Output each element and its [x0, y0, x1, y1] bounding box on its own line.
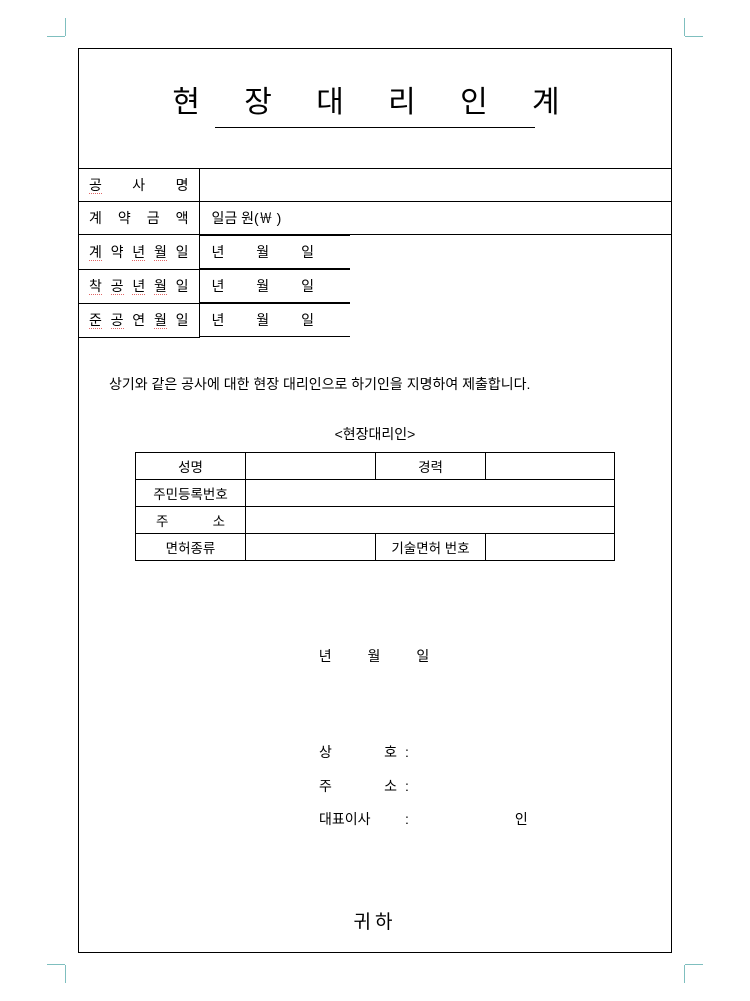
- start-date-value: 년 월 일: [200, 269, 350, 303]
- agent-table: 성명 경력 주민등록번호 주 소 면허종류 기술면허 번호: [135, 452, 615, 561]
- crop-mark: [65, 18, 66, 36]
- agent-license-no-label: 기술면허 번호: [376, 534, 486, 561]
- agent-row-name: 성명 경력: [136, 453, 615, 480]
- date-month: 월: [368, 648, 383, 664]
- day-label: 일: [301, 278, 314, 294]
- day-label: 일: [301, 312, 314, 328]
- company-ceo-label: 대표이사: [319, 803, 399, 837]
- agent-address-value: [246, 507, 615, 534]
- month-label: 월: [256, 278, 269, 294]
- colon: :: [405, 803, 409, 837]
- agent-heading: <현장대리인>: [79, 424, 671, 444]
- completion-date-label: 준 공 연 월 일: [79, 303, 199, 337]
- agent-rrn-value: [246, 480, 615, 507]
- year-label: 년: [212, 244, 225, 260]
- statement-text: 상기와 같은 공사에 대한 현장 대리인으로 하기인을 지명하여 제출합니다.: [109, 373, 651, 397]
- crop-mark: [684, 965, 685, 983]
- agent-row-address: 주 소: [136, 507, 615, 534]
- company-address-row: 주 소 :: [319, 770, 671, 804]
- date-year: 년: [319, 648, 334, 664]
- closing-text: 귀하: [79, 907, 671, 934]
- agent-row-rrn: 주민등록번호: [136, 480, 615, 507]
- agent-career-value: [486, 453, 615, 480]
- completion-date-value: 년 월 일: [200, 303, 350, 337]
- year-label: 년: [212, 312, 225, 328]
- info-row-contract-amount: 계 약 금 액 일금 원(￦ ): [79, 202, 671, 235]
- agent-rrn-label: 주민등록번호: [136, 480, 246, 507]
- month-label: 월: [256, 244, 269, 260]
- agent-license-no-value: [486, 534, 615, 561]
- crop-mark: [685, 964, 703, 965]
- agent-row-license: 면허종류 기술면허 번호: [136, 534, 615, 561]
- month-label: 월: [256, 312, 269, 328]
- crop-mark: [65, 965, 66, 983]
- company-block: 상 호 : 주 소 : 대표이사 : 인: [319, 736, 671, 837]
- agent-career-label: 경력: [376, 453, 486, 480]
- company-name-label: 상 호: [319, 736, 399, 770]
- info-table: 공 사 명 계 약 금 액 일금 원(￦ ) 계 약 년 월 일 년 월 일: [79, 168, 671, 338]
- info-row-project-name: 공 사 명: [79, 169, 671, 202]
- agent-address-label: 주 소: [136, 507, 246, 534]
- start-date-label: 착 공 년 월 일: [79, 269, 199, 303]
- contract-amount-label: 계 약 금 액: [79, 202, 199, 235]
- title-underline: [215, 127, 535, 128]
- date-line: 년 월 일: [79, 646, 671, 666]
- project-name-value: [199, 169, 671, 202]
- agent-license-type-value: [246, 534, 376, 561]
- year-label: 년: [212, 278, 225, 294]
- info-row-contract-date: 계 약 년 월 일 년 월 일: [79, 235, 671, 270]
- crop-mark: [684, 18, 685, 36]
- stamp-label: 인: [515, 803, 528, 837]
- project-name-label: 공 사 명: [79, 169, 199, 202]
- contract-date-value: 년 월 일: [200, 235, 350, 269]
- document-title: 현 장 대 리 인 계: [79, 77, 671, 121]
- agent-name-label: 성명: [136, 453, 246, 480]
- contract-amount-value: 일금 원(￦ ): [199, 202, 671, 235]
- colon: :: [405, 736, 409, 770]
- info-row-start-date: 착 공 년 월 일 년 월 일: [79, 269, 671, 303]
- date-day: 일: [416, 648, 431, 664]
- day-label: 일: [301, 244, 314, 260]
- crop-mark: [47, 964, 65, 965]
- page-frame: 현 장 대 리 인 계 공 사 명 계 약 금 액 일금 원(￦ ) 계 약 년…: [78, 48, 672, 953]
- info-row-completion-date: 준 공 연 월 일 년 월 일: [79, 303, 671, 337]
- colon: :: [405, 770, 409, 804]
- crop-mark: [47, 36, 65, 37]
- crop-mark: [685, 36, 703, 37]
- agent-name-value: [246, 453, 376, 480]
- company-ceo-row: 대표이사 : 인: [319, 803, 671, 837]
- company-name-row: 상 호 :: [319, 736, 671, 770]
- company-address-label: 주 소: [319, 770, 399, 804]
- agent-license-type-label: 면허종류: [136, 534, 246, 561]
- contract-date-label: 계 약 년 월 일: [79, 235, 199, 270]
